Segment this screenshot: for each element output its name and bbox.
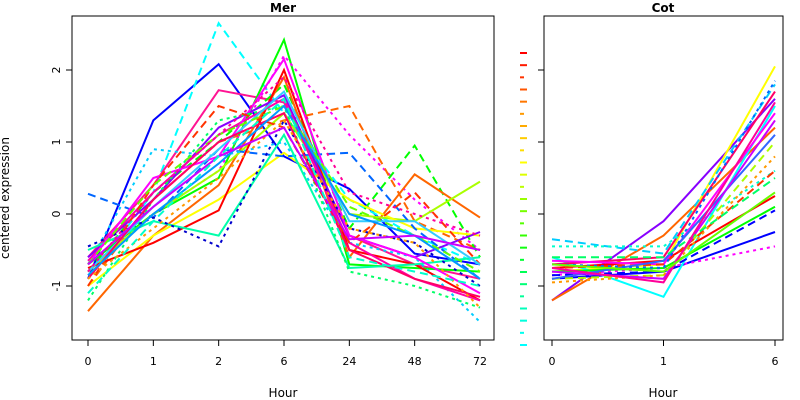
color-key-swatch — [520, 185, 524, 188]
color-key-swatch — [520, 258, 524, 261]
color-key-swatch — [520, 344, 527, 346]
series-line-s7 — [87, 82, 481, 273]
series-line-s22 — [87, 111, 481, 298]
series-line-c22 — [551, 191, 776, 273]
series-line-s1 — [87, 62, 481, 280]
x-axis-cot: 0 1 6 — [549, 339, 779, 368]
color-key-swatch — [520, 76, 524, 79]
color-key-swatch — [520, 161, 527, 164]
series-line-c20 — [551, 80, 776, 270]
x-tick-label-0: 0 — [549, 355, 556, 368]
color-key-swatch — [520, 331, 524, 334]
x-tick-label-1: 1 — [660, 355, 667, 368]
color-key-swatch — [520, 234, 527, 237]
color-key-swatch — [520, 210, 527, 213]
y-axis-title: centered expression — [0, 137, 12, 259]
series-line-c21 — [551, 101, 776, 284]
y-axis-mer: -1 0 1 2 — [50, 67, 73, 292]
series-line-c18 — [551, 119, 776, 280]
color-key-swatch — [520, 88, 527, 91]
x-axis-title-mer: Hour — [269, 386, 298, 400]
x-tick-label-6: 6 — [281, 355, 288, 368]
color-key-swatch — [520, 222, 524, 225]
x-axis-mer: 0 1 2 6 24 48 72 — [85, 339, 487, 368]
panel-title-mer: Mer — [270, 1, 296, 15]
panel-title-cot: Cot — [652, 1, 675, 15]
series-lines-cot — [551, 65, 776, 302]
plot-box-mer — [71, 15, 495, 341]
x-tick-label-24: 24 — [342, 355, 356, 368]
plot-box-cot — [543, 15, 784, 341]
color-key-swatch — [520, 319, 527, 322]
color-key-swatch — [520, 64, 527, 67]
color-key-swatch — [520, 283, 527, 286]
x-tick-label-48: 48 — [408, 355, 422, 368]
y-tick-label-1: 1 — [50, 139, 63, 146]
series-line-c14 — [551, 141, 776, 280]
x-tick-label-72: 72 — [473, 355, 487, 368]
series-line-s28 — [87, 97, 481, 294]
color-key-swatch — [520, 295, 524, 298]
color-key-swatch — [520, 112, 524, 115]
color-key-swatch — [520, 198, 527, 200]
series-line-s25 — [87, 118, 481, 309]
series-line-c11 — [551, 83, 776, 255]
series-line-s17 — [87, 118, 481, 287]
color-key-swatch — [520, 307, 527, 310]
series-lines-mer — [87, 21, 481, 323]
panel-mer: Mer 0 1 2 6 24 48 72 -1 0 1 2 Hour centered expre… — [0, 1, 495, 400]
y-tick-label-0: 0 — [50, 211, 63, 218]
series-line-c12 — [552, 169, 776, 248]
color-key-swatch — [520, 52, 527, 54]
color-key-swatch — [520, 246, 527, 249]
color-key-swatch — [520, 173, 527, 176]
series-line-c17 — [551, 155, 776, 284]
series-line-s5 — [87, 53, 481, 273]
series-line-s27 — [87, 75, 481, 273]
panel-cot: Cot 0 1 6 Hour — [538, 1, 784, 400]
series-line-c19 — [552, 177, 776, 259]
series-line-c10 — [551, 91, 776, 266]
x-tick-label-2: 2 — [215, 355, 222, 368]
color-key-swatch — [520, 100, 527, 103]
series-line-s26 — [87, 126, 481, 266]
x-tick-label-0: 0 — [85, 355, 92, 368]
color-key-swatch — [520, 125, 527, 127]
x-axis-title-cot: Hour — [649, 386, 678, 400]
color-key — [520, 52, 527, 346]
x-tick-label-6: 6 — [772, 355, 779, 368]
series-line-s18 — [87, 57, 481, 295]
color-key-swatch — [520, 149, 524, 152]
y-tick-label--1: -1 — [50, 281, 63, 292]
color-key-swatch — [520, 137, 527, 140]
color-key-swatch — [520, 271, 527, 273]
series-line-c9 — [551, 205, 776, 273]
y-tick-label-2: 2 — [50, 67, 63, 74]
x-tick-label-1: 1 — [150, 355, 157, 368]
series-line-c15 — [551, 170, 776, 269]
y-axis-cot — [538, 69, 545, 287]
series-line-s12 — [87, 140, 481, 323]
